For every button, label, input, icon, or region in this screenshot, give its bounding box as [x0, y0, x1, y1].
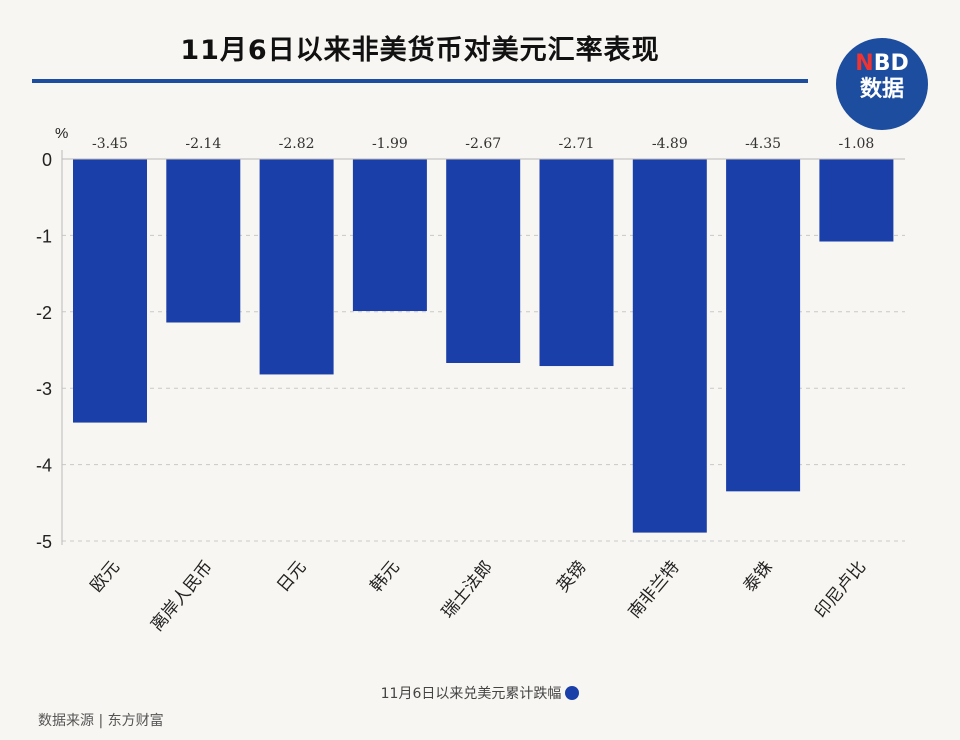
y-tick-label: -2	[36, 303, 52, 323]
x-tick-label: 南非兰特	[625, 557, 684, 622]
legend-swatch	[565, 686, 580, 700]
data-label: -2.71	[559, 136, 595, 152]
x-tick-label: 欧元	[87, 557, 124, 596]
logo-subtext: 数据	[859, 77, 904, 102]
bar	[166, 159, 241, 323]
data-label: -4.35	[745, 136, 781, 152]
y-tick-label: -1	[36, 226, 52, 246]
y-axis-unit: %	[55, 125, 68, 142]
data-label: -2.14	[185, 136, 221, 152]
y-tick-label: -5	[36, 532, 52, 552]
y-tick-label: -4	[36, 456, 52, 476]
data-label: -3.45	[92, 136, 128, 152]
source-note: 数据来源 | 东方财富	[38, 713, 164, 729]
x-tick-label: 泰铢	[740, 557, 777, 596]
bar	[259, 159, 334, 375]
x-tick-label: 离岸人民币	[147, 557, 217, 635]
bar	[819, 159, 894, 242]
legend-label: 11月6日以来兑美元累计跌幅	[380, 686, 562, 702]
x-tick-label: 印尼卢比	[811, 557, 870, 622]
bar	[352, 159, 427, 312]
logo-text: BD	[873, 51, 909, 76]
bar	[73, 159, 147, 423]
title-divider	[32, 79, 808, 83]
y-tick-label: 0	[42, 150, 52, 170]
x-tick-label: 韩元	[367, 557, 404, 596]
data-label: -2.82	[279, 136, 315, 152]
data-label: -4.89	[652, 136, 688, 152]
logo-accent: N	[855, 51, 874, 76]
nbd-logo: NBD 数据	[836, 38, 928, 130]
x-tick-label: 英镑	[553, 557, 590, 596]
bar	[539, 159, 614, 367]
bar	[632, 159, 707, 533]
data-label: -2.67	[465, 136, 501, 152]
bar	[446, 159, 521, 363]
data-label: -1.08	[838, 136, 874, 152]
bar	[726, 159, 801, 492]
y-tick-label: -3	[36, 379, 52, 399]
data-label: -1.99	[372, 136, 408, 152]
chart-title: 11月6日以来非美货币对美元汇率表现	[180, 35, 660, 66]
legend: 11月6日以来兑美元累计跌幅	[0, 683, 960, 703]
x-tick-label: 瑞士法郎	[438, 557, 497, 622]
x-tick-label: 日元	[273, 557, 310, 596]
